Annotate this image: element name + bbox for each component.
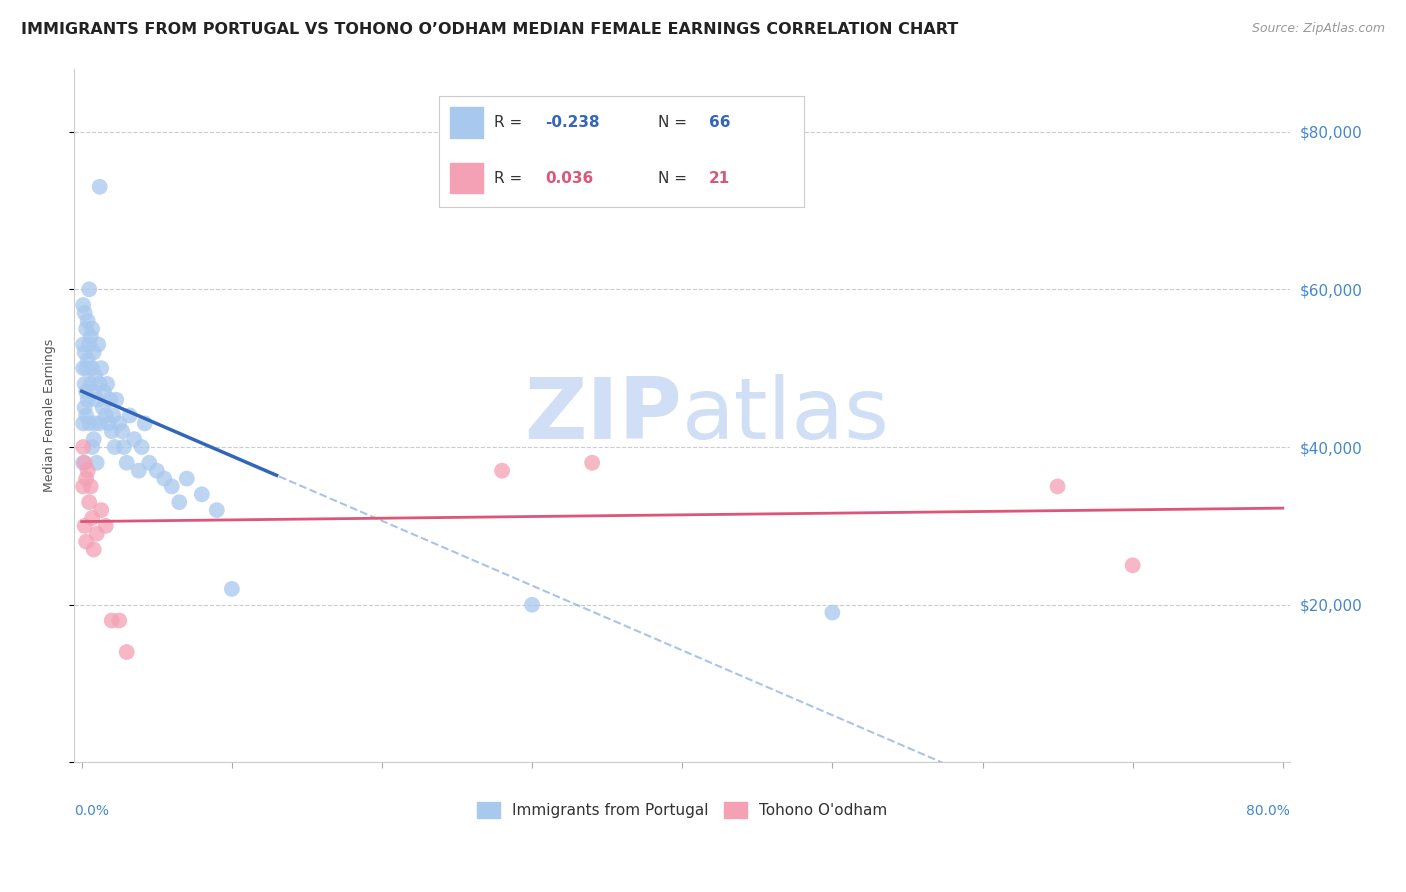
Point <box>72 479 94 493</box>
Point <box>75 472 97 486</box>
Point <box>89 376 111 391</box>
Point <box>90 503 112 517</box>
Point <box>821 606 844 620</box>
Point <box>108 614 131 628</box>
Point <box>112 440 135 454</box>
Point <box>96 376 118 391</box>
Point <box>73 376 96 391</box>
Point <box>76 314 98 328</box>
Y-axis label: Median Female Earnings: Median Female Earnings <box>44 339 56 492</box>
Point <box>83 345 105 359</box>
Point <box>73 401 96 415</box>
Point <box>118 409 141 423</box>
Point <box>111 424 134 438</box>
Point <box>98 392 121 407</box>
Point <box>221 582 243 596</box>
Point <box>77 495 100 509</box>
Point <box>581 456 603 470</box>
Point <box>80 329 103 343</box>
Point <box>72 361 94 376</box>
Point <box>73 345 96 359</box>
Point <box>76 392 98 407</box>
Point <box>73 456 96 470</box>
Point <box>520 598 543 612</box>
Point <box>160 479 183 493</box>
Point <box>491 464 513 478</box>
Point <box>76 353 98 368</box>
Point <box>84 417 107 431</box>
Point <box>115 456 138 470</box>
Point <box>84 369 107 384</box>
Point <box>134 417 156 431</box>
Point <box>104 440 127 454</box>
Point <box>80 479 103 493</box>
Point <box>75 534 97 549</box>
Text: atlas: atlas <box>682 374 890 457</box>
Point <box>83 384 105 399</box>
Point <box>89 179 111 194</box>
Text: 0.0%: 0.0% <box>75 804 110 818</box>
Point <box>73 519 96 533</box>
Point <box>82 322 104 336</box>
Text: ZIP: ZIP <box>524 374 682 457</box>
Point <box>77 417 100 431</box>
Point <box>115 645 138 659</box>
Point <box>103 409 125 423</box>
Point <box>76 464 98 478</box>
Point <box>138 456 160 470</box>
Point <box>145 464 167 478</box>
Point <box>86 456 108 470</box>
Point <box>73 306 96 320</box>
Point <box>153 472 176 486</box>
Point <box>72 456 94 470</box>
Point <box>80 376 103 391</box>
Text: 80.0%: 80.0% <box>1246 804 1291 818</box>
Point <box>191 487 214 501</box>
Point <box>72 417 94 431</box>
Point <box>100 614 122 628</box>
Legend: Immigrants from Portugal, Tohono O'odham: Immigrants from Portugal, Tohono O'odham <box>471 796 893 824</box>
Point <box>90 361 112 376</box>
Text: Source: ZipAtlas.com: Source: ZipAtlas.com <box>1251 22 1385 36</box>
Point <box>122 432 145 446</box>
Point <box>128 464 150 478</box>
Point <box>93 384 115 399</box>
Point <box>72 440 94 454</box>
Point <box>83 542 105 557</box>
Point <box>169 495 191 509</box>
Point <box>82 361 104 376</box>
Point <box>72 337 94 351</box>
Point <box>205 503 228 517</box>
Point <box>75 361 97 376</box>
Point <box>89 417 111 431</box>
Point <box>108 417 131 431</box>
Point <box>91 401 114 415</box>
Point <box>94 519 117 533</box>
Point <box>131 440 153 454</box>
Point <box>82 440 104 454</box>
Point <box>94 409 117 423</box>
Point <box>100 424 122 438</box>
Point <box>77 282 100 296</box>
Point <box>1046 479 1069 493</box>
Point <box>82 511 104 525</box>
Point <box>97 417 120 431</box>
Point <box>105 392 128 407</box>
Point <box>87 337 110 351</box>
Point <box>176 472 198 486</box>
Point <box>75 409 97 423</box>
Point <box>1122 558 1144 573</box>
Point <box>86 392 108 407</box>
Point <box>86 526 108 541</box>
Point <box>75 384 97 399</box>
Point <box>83 432 105 446</box>
Text: IMMIGRANTS FROM PORTUGAL VS TOHONO O’ODHAM MEDIAN FEMALE EARNINGS CORRELATION CH: IMMIGRANTS FROM PORTUGAL VS TOHONO O’ODH… <box>21 22 959 37</box>
Point <box>72 298 94 312</box>
Point <box>77 337 100 351</box>
Point <box>75 322 97 336</box>
